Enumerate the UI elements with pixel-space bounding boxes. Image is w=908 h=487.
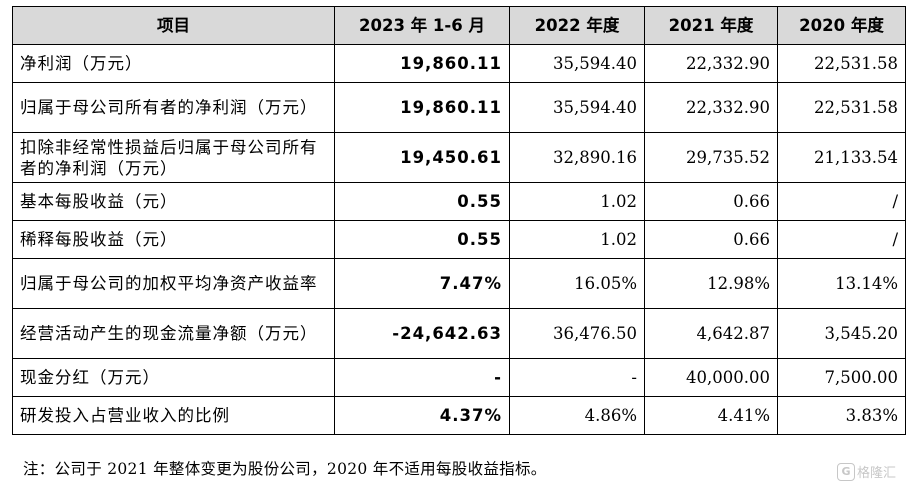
cell-2021: 12.98%	[644, 258, 778, 309]
row-label: 归属于母公司所有者的净利润（万元）	[12, 82, 335, 133]
cell-2020: 21,133.54	[777, 132, 906, 183]
row-label: 研发投入占营业收入的比例	[12, 396, 335, 435]
table-row: 扣除非经常性损益后归属于母公司所有者的净利润（万元） 19,450.61 32,…	[12, 132, 906, 183]
table-row: 归属于母公司所有者的净利润（万元） 19,860.11 35,594.40 22…	[12, 82, 906, 133]
cell-2021: 4.41%	[644, 396, 778, 435]
cell-2023h1: 19,450.61	[334, 132, 510, 183]
cell-2022: 35,594.40	[509, 82, 645, 133]
table-header-row: 项目 2023 年 1-6 月 2022 年度 2021 年度 2020 年度	[12, 6, 906, 45]
table-row: 经营活动产生的现金流量净额（万元） -24,642.63 36,476.50 4…	[12, 308, 906, 359]
watermark-text: 格隆汇	[856, 466, 896, 481]
cell-2020: 22,531.58	[777, 82, 906, 133]
cell-2021: 29,735.52	[644, 132, 778, 183]
header-2020: 2020 年度	[777, 6, 906, 45]
table-row: 现金分红（万元） - - 40,000.00 7,500.00	[12, 358, 906, 397]
table-row: 净利润（万元） 19,860.11 35,594.40 22,332.90 22…	[12, 44, 906, 83]
header-2022: 2022 年度	[509, 6, 645, 45]
cell-2020: /	[777, 182, 906, 221]
table-row: 研发投入占营业收入的比例 4.37% 4.86% 4.41% 3.83%	[12, 396, 906, 435]
row-label: 经营活动产生的现金流量净额（万元）	[12, 308, 335, 359]
cell-2023h1: 0.55	[334, 220, 510, 259]
financial-indicators-table: 项目 2023 年 1-6 月 2022 年度 2021 年度 2020 年度 …	[12, 6, 906, 435]
cell-2023h1: 19,860.11	[334, 44, 510, 83]
cell-2021: 0.66	[644, 182, 778, 221]
watermark: G 格隆汇	[836, 462, 896, 481]
cell-2023h1: -	[334, 358, 510, 397]
cell-2022: 35,594.40	[509, 44, 645, 83]
cell-2022: 16.05%	[509, 258, 645, 309]
cell-2023h1: -24,642.63	[334, 308, 510, 359]
table-row: 基本每股收益（元） 0.55 1.02 0.66 /	[12, 182, 906, 221]
footnote: 注：公司于 2021 年整体变更为股份公司，2020 年不适用每股收益指标。	[23, 460, 547, 478]
cell-2022: 1.02	[509, 182, 645, 221]
cell-2021: 22,332.90	[644, 44, 778, 83]
row-label: 扣除非经常性损益后归属于母公司所有者的净利润（万元）	[12, 132, 335, 183]
cell-2020: 3,545.20	[777, 308, 906, 359]
header-2023h1: 2023 年 1-6 月	[334, 6, 510, 45]
cell-2021: 22,332.90	[644, 82, 778, 133]
cell-2021: 4,642.87	[644, 308, 778, 359]
cell-2020: 13.14%	[777, 258, 906, 309]
cell-2021: 0.66	[644, 220, 778, 259]
watermark-logo-icon: G	[836, 462, 855, 481]
row-label: 净利润（万元）	[12, 44, 335, 83]
cell-2022: 4.86%	[509, 396, 645, 435]
row-label: 归属于母公司的加权平均净资产收益率	[12, 258, 335, 309]
cell-2023h1: 4.37%	[334, 396, 510, 435]
table-row: 归属于母公司的加权平均净资产收益率 7.47% 16.05% 12.98% 13…	[12, 258, 906, 309]
header-2021: 2021 年度	[644, 6, 778, 45]
cell-2023h1: 7.47%	[334, 258, 510, 309]
cell-2023h1: 0.55	[334, 182, 510, 221]
row-label: 稀释每股收益（元）	[12, 220, 335, 259]
cell-2023h1: 19,860.11	[334, 82, 510, 133]
cell-2022: 36,476.50	[509, 308, 645, 359]
cell-2020: /	[777, 220, 906, 259]
table-row: 稀释每股收益（元） 0.55 1.02 0.66 /	[12, 220, 906, 259]
header-item: 项目	[12, 6, 335, 45]
cell-2020: 22,531.58	[777, 44, 906, 83]
row-label: 基本每股收益（元）	[12, 182, 335, 221]
row-label: 现金分红（万元）	[12, 358, 335, 397]
cell-2021: 40,000.00	[644, 358, 778, 397]
cell-2022: -	[509, 358, 645, 397]
cell-2020: 7,500.00	[777, 358, 906, 397]
cell-2020: 3.83%	[777, 396, 906, 435]
cell-2022: 1.02	[509, 220, 645, 259]
cell-2022: 32,890.16	[509, 132, 645, 183]
